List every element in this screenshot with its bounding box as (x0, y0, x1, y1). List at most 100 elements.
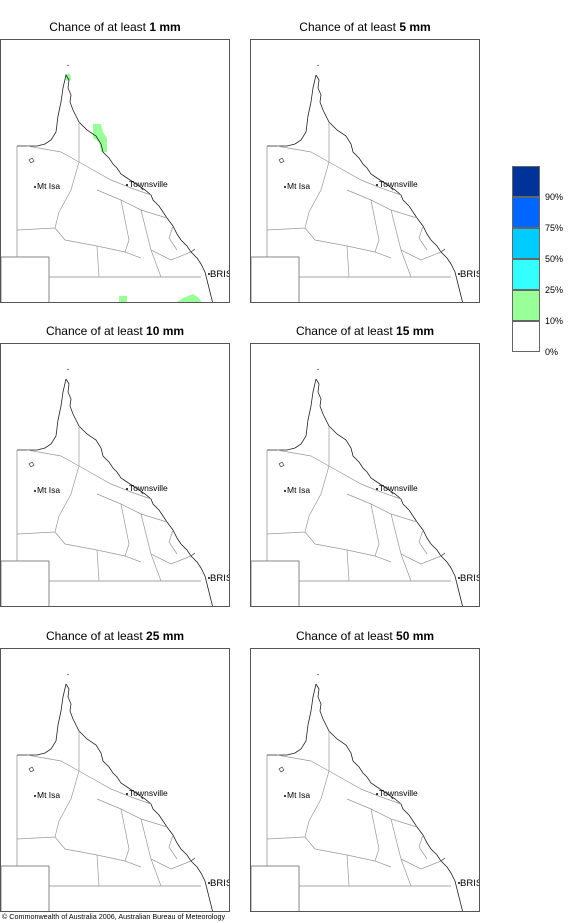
inset-box (1, 256, 50, 302)
inset-box (251, 865, 300, 911)
district-boundaries (16, 731, 192, 887)
panel-title: Chance of at least 50 mm (250, 629, 480, 643)
title-prefix: Chance of at least (299, 20, 400, 34)
inset-box (251, 560, 300, 606)
townsville-label: Townsville (379, 788, 418, 798)
townsville-label: Townsville (379, 483, 418, 493)
islands (28, 64, 196, 253)
legend-swatch (512, 290, 540, 321)
townsville-marker (126, 488, 128, 490)
panel-title: Chance of at least 15 mm (250, 324, 480, 338)
brisbane-label: BRIS (210, 573, 230, 584)
islands (278, 368, 446, 557)
brisbane-marker (208, 577, 210, 579)
panel-title: Chance of at least 1 mm (0, 20, 230, 34)
mt-isa-label: Mt Isa (37, 181, 61, 191)
state-border-west (251, 146, 451, 302)
district-boundaries (266, 731, 442, 887)
brisbane-marker (458, 882, 460, 884)
queensland-map (251, 368, 463, 606)
district-boundaries (266, 426, 442, 582)
map-frame: Mt Isa Townsville BRIS (250, 343, 480, 607)
legend-swatch (512, 166, 540, 197)
mt-isa-label: Mt Isa (37, 790, 61, 800)
state-border-west (251, 450, 451, 606)
title-prefix: Chance of at least (45, 629, 147, 643)
title-threshold: 1 mm (149, 20, 181, 34)
title-threshold: 25 mm (146, 629, 185, 643)
legend-swatch (512, 228, 540, 259)
queensland-map (1, 673, 213, 911)
queensland-map (251, 64, 463, 302)
rain-areas (65, 74, 202, 302)
state-border-west (1, 450, 201, 606)
mt-isa-marker (284, 490, 286, 492)
townsville-marker (126, 184, 128, 186)
title-prefix: Chance of at least (49, 20, 150, 34)
district-boundaries (266, 122, 442, 278)
panel-title: Chance of at least 10 mm (0, 324, 230, 338)
legend-label: 50% (545, 254, 564, 264)
title-threshold: 50 mm (396, 629, 435, 643)
panel-title: Chance of at least 5 mm (250, 20, 480, 34)
mt-isa-label: Mt Isa (37, 485, 61, 495)
mt-isa-label: Mt Isa (287, 790, 311, 800)
brisbane-marker (208, 882, 210, 884)
mt-isa-marker (34, 490, 36, 492)
title-threshold: 5 mm (399, 20, 431, 34)
inset-box (1, 865, 50, 911)
gulf-coast (267, 683, 317, 756)
legend-swatch (512, 321, 540, 352)
coastline (315, 74, 463, 302)
title-threshold: 10 mm (146, 324, 185, 338)
brisbane-label: BRIS (460, 878, 480, 889)
islands (28, 673, 196, 862)
islands (28, 368, 196, 557)
legend-label: 25% (545, 285, 564, 295)
title-threshold: 15 mm (396, 324, 435, 338)
legend-label: 75% (545, 223, 564, 233)
state-border-west (251, 755, 451, 911)
legend-label: 10% (545, 316, 564, 326)
mt-isa-marker (284, 186, 286, 188)
inset-box (251, 256, 300, 302)
title-prefix: Chance of at least (295, 324, 397, 338)
coastline (65, 74, 213, 302)
legend-label: 90% (545, 192, 564, 202)
gulf-coast (17, 683, 67, 756)
probability-legend: 90% 75% 50% 25% 10% 0% (512, 166, 570, 357)
map-frame: Mt Isa Townsville BRIS (0, 39, 230, 303)
townsville-marker (126, 793, 128, 795)
inset-box (1, 560, 50, 606)
gulf-coast (17, 74, 67, 147)
townsville-marker (376, 184, 378, 186)
title-prefix: Chance of at least (45, 324, 147, 338)
brisbane-marker (458, 577, 460, 579)
townsville-marker (376, 488, 378, 490)
legend-swatch (512, 259, 540, 290)
title-prefix: Chance of at least (295, 629, 397, 643)
townsville-marker (376, 793, 378, 795)
coastline (65, 683, 213, 911)
coastline (315, 378, 463, 606)
townsville-label: Townsville (129, 179, 168, 189)
legend-swatch (512, 197, 540, 228)
coastline (65, 378, 213, 606)
queensland-map (1, 64, 213, 302)
brisbane-label: BRIS (210, 878, 230, 889)
copyright-text: © Commonwealth of Australia 2006, Austra… (2, 912, 226, 921)
islands (278, 64, 446, 253)
queensland-map (1, 368, 213, 606)
map-frame: Mt Isa Townsville BRIS (250, 39, 480, 303)
townsville-label: Townsville (379, 179, 418, 189)
townsville-label: Townsville (129, 483, 168, 493)
brisbane-label: BRIS (210, 269, 230, 280)
mt-isa-label: Mt Isa (287, 485, 311, 495)
mt-isa-marker (284, 795, 286, 797)
brisbane-marker (208, 273, 210, 275)
brisbane-label: BRIS (460, 573, 480, 584)
gulf-coast (17, 378, 67, 451)
mt-isa-marker (34, 795, 36, 797)
mt-isa-label: Mt Isa (287, 181, 311, 191)
brisbane-label: BRIS (460, 269, 480, 280)
